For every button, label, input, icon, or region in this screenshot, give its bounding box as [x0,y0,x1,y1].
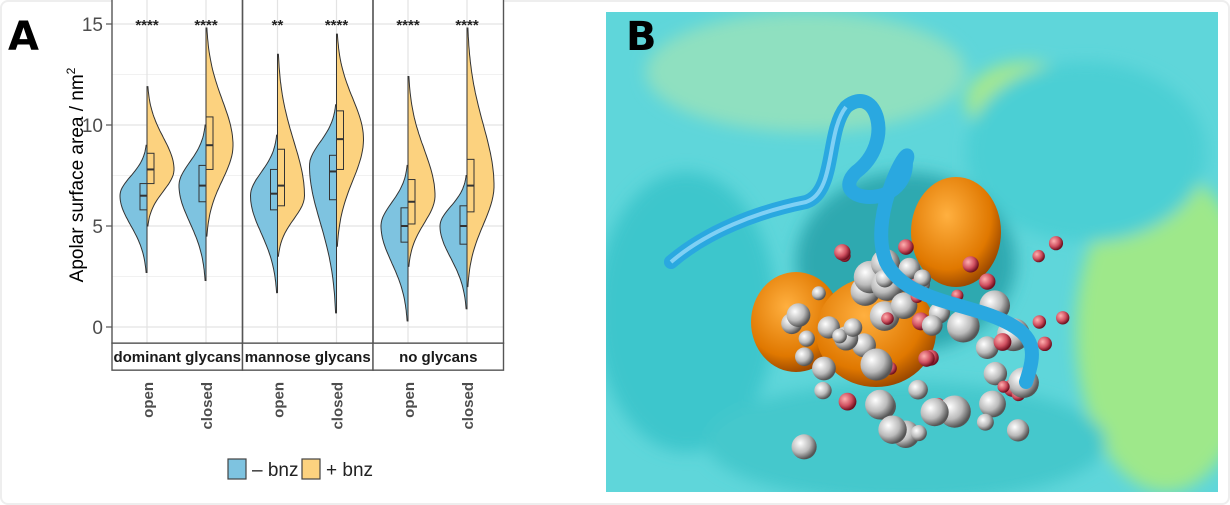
carbon-atom [878,415,907,444]
y-tick-label: 10 [82,116,103,137]
y-tick-label: 0 [92,318,103,339]
carbon-atom [798,330,815,347]
carbon-atom [786,303,811,328]
significance-label: **** [396,17,420,34]
carbon-atom [791,434,817,460]
significance-label: **** [135,17,159,34]
carbon-atom [947,309,980,343]
x-tick-label: closed [460,382,477,430]
molecular-structure-image [606,12,1218,492]
carbon-atom [1006,419,1030,442]
oxygen-atom [838,392,857,411]
oxygen-atom [1037,336,1052,352]
y-axis-label-superscript: 2 [64,67,78,74]
violin-half-minus-bnz [178,124,207,282]
carbon-atom [920,398,949,427]
boxplot-plus-bnz [205,116,214,170]
carbon-atom [976,413,994,431]
carbon-atom [979,390,1006,418]
carbon-atom [910,424,927,442]
legend-swatch [227,458,247,480]
carbon-atom [843,318,863,337]
carbon-atom [832,328,847,344]
carbon-atom [913,269,932,287]
legend-label: – bnz [252,460,298,481]
oxygen-atom [962,256,979,273]
legend: – bnz + bnz [227,458,373,481]
carbon-atom [890,292,918,319]
panel-label-a: A [8,14,39,60]
oxygen-atom [979,273,996,290]
violin-chart: 0 5 10 15 Apolar surface area / nm2 **** open *… [64,0,505,481]
x-tick-label: closed [199,382,216,430]
ligand-atoms [781,236,1070,460]
x-tick-label: open [271,382,288,418]
carbon-atom [921,315,943,336]
oxygen-atom [1032,315,1047,329]
oxygen-atom [993,333,1012,351]
significance-label: **** [325,17,349,34]
carbon-atom [938,395,971,428]
boxplot-plus-bnz [146,152,155,185]
carbon-atom [908,379,928,400]
oxygen-atom [997,380,1010,393]
boxplot-plus-bnz [336,110,344,170]
carbon-atom [860,348,893,381]
facet-strip-label: no glycans [399,349,477,366]
panel-label-b: B [626,14,657,60]
oxygen-atom [898,239,914,255]
significance-label: **** [194,17,218,34]
carbon-atom [983,361,1008,386]
violin-half-plus-bnz [205,27,234,237]
facet-strip [372,342,505,371]
surface-shading [606,12,1218,492]
oxygen-atom [834,244,851,261]
boxplot-plus-bnz [277,148,285,207]
oxygen-atom [918,350,935,367]
y-axis-label-text: Apolar surface area / nm [67,74,88,282]
facet-strip-label: dominant glycans [113,349,241,366]
protein-ribbon-highlight [669,105,848,264]
y-tick-label: 5 [92,217,103,238]
oxygen-atom [881,312,894,325]
legend-swatch [301,458,321,480]
oxygen-atom [1055,311,1070,325]
carbon-atom [865,389,895,420]
carbon-atom [814,381,832,400]
y-tick-label: 15 [82,15,103,36]
violin-half-plus-bnz [336,33,365,247]
y-axis-label: Apolar surface area / nm2 [64,67,88,282]
carbon-atom [812,356,836,381]
significance-label: ** [272,17,284,34]
facet-strip-label: mannose glycans [245,349,371,366]
violin-half-minus-bnz [119,144,148,274]
oxygen-atom [1032,249,1045,263]
legend-label: + bnz [326,460,373,481]
x-tick-label: open [140,382,157,418]
violin-half-plus-bnz [466,27,495,288]
carbon-atom [795,347,814,367]
oxygen-atom [1048,236,1064,251]
violin-half-minus-bnz [380,164,409,322]
x-tick-label: open [401,382,418,418]
carbon-atom [975,336,999,360]
carbon-atom [811,286,826,301]
violin-half-plus-bnz [146,86,175,227]
x-tick-label: closed [330,382,347,430]
significance-label: **** [455,17,479,34]
